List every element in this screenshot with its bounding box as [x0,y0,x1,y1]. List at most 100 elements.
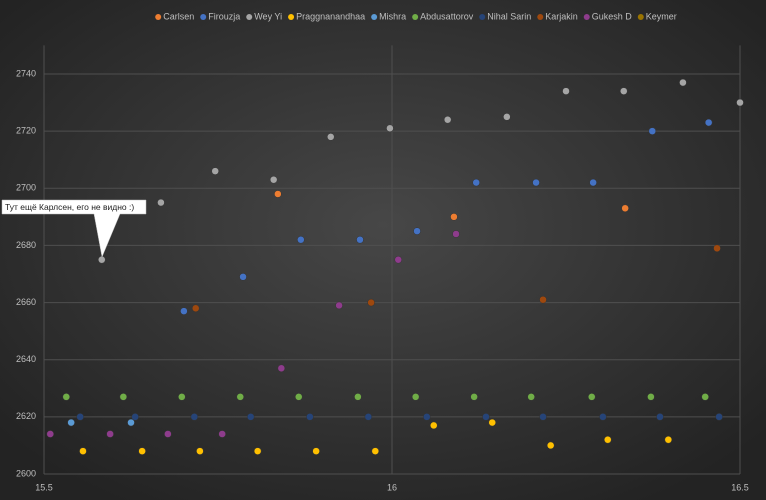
y-tick-label: 2660 [16,297,36,307]
y-tick-label: 2640 [16,354,36,364]
point [599,413,607,421]
legend-marker [371,14,378,20]
point [246,413,255,421]
point [98,255,106,264]
legend-marker [246,14,253,20]
point [386,124,394,133]
point [157,198,165,207]
y-tick-label: 2700 [16,183,36,193]
point [253,447,262,455]
point [356,235,364,244]
legend-label: Firouzja [208,11,240,21]
point [604,435,612,444]
point [191,304,200,313]
point [736,98,744,107]
point [46,430,55,438]
y-tick-label: 2620 [16,411,36,421]
point [274,190,282,198]
point [539,295,547,304]
legend-label: Abdusattorov [420,11,474,21]
point [621,204,629,213]
point [236,393,245,401]
point [482,413,490,421]
point [196,447,204,455]
point [532,178,540,187]
callout-text: Тут ещё Карлсен, его не видно :) [5,202,134,212]
y-tick-label: 2740 [16,68,36,78]
point [312,447,320,455]
point [443,115,452,124]
point [470,393,478,401]
point [67,418,75,427]
point [119,393,128,401]
point [394,255,403,264]
point [178,393,186,401]
point [364,413,373,421]
point [269,175,278,184]
x-tick-label: 16.5 [731,482,749,492]
point [277,364,286,373]
point [127,418,135,427]
point [413,227,421,235]
point [164,430,172,438]
point [527,393,535,401]
point [106,430,114,438]
legend-marker [200,14,207,20]
point [488,418,496,427]
point [371,447,380,455]
legend-label: Wey Yi [254,11,282,21]
point [211,167,219,175]
point [76,413,84,421]
point [138,447,146,455]
legend-label: Praggnanandhaa [296,11,365,21]
point [367,298,375,307]
point [62,393,71,401]
legend-marker [637,14,644,20]
legend-marker [479,14,486,20]
point [239,273,247,281]
legend-label: Gukesh D [592,11,633,21]
point [588,393,596,401]
point [562,87,570,95]
point [354,393,362,401]
x-tick-label: 15.5 [35,482,53,492]
point [180,307,188,315]
legend-marker [583,14,590,20]
point [306,413,314,421]
callout-box [1,199,147,258]
point [589,178,597,187]
point [79,447,87,455]
legend-marker [537,14,544,20]
point [713,244,721,253]
point [715,413,723,421]
legend-label: Karjakin [545,11,578,21]
point [648,127,657,135]
y-tick-label: 2600 [16,468,36,478]
point [647,393,655,401]
point [664,435,673,444]
legend-marker [412,14,419,20]
point [546,441,555,450]
point [539,413,547,421]
point [430,421,438,430]
point [679,78,687,87]
point [131,413,139,421]
point [335,301,343,310]
point [452,230,460,238]
y-tick-label: 2720 [16,126,36,136]
point [411,393,420,401]
point [294,393,303,401]
point [656,413,664,421]
legend-label: Mishra [379,11,406,21]
point [297,235,305,244]
callout: Тут ещё Карлсен, его не видно :) [1,199,147,258]
point [218,430,226,438]
point [450,213,458,221]
point [503,113,511,121]
point [704,118,713,127]
legend: Carlsen Firouzja Wey Yi Praggnanandhaa Mishr… [155,11,677,21]
point [423,413,431,421]
legend-label: Nihal Sarin [487,11,531,21]
